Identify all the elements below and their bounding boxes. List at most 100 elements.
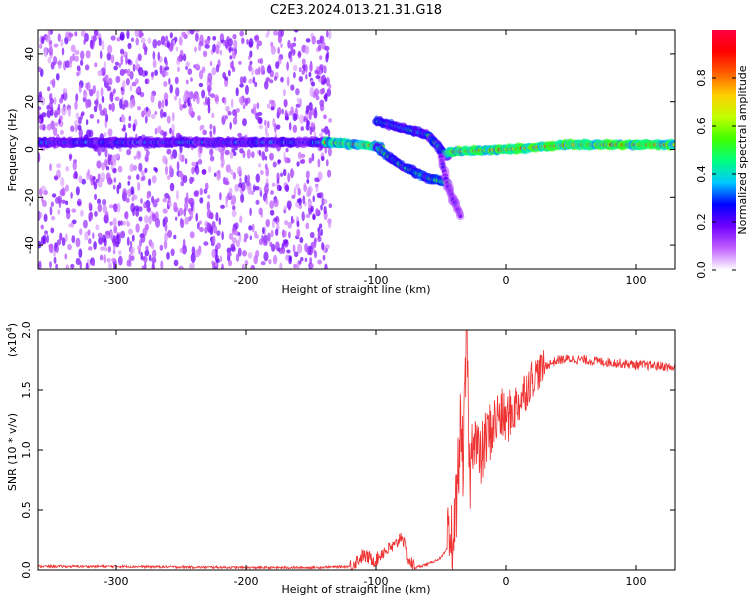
noise-speckle	[267, 232, 271, 242]
noise-speckle	[97, 232, 103, 238]
noise-speckle	[291, 170, 295, 177]
noise-speckle	[254, 185, 260, 191]
noise-speckle	[83, 90, 88, 99]
noise-speckle	[251, 67, 254, 76]
noise-speckle	[253, 35, 259, 41]
noise-speckle	[249, 235, 253, 241]
noise-speckle	[169, 84, 173, 94]
noise-speckle	[296, 261, 300, 269]
noise-speckle	[71, 235, 76, 244]
noise-speckle	[141, 265, 146, 269]
noise-speckle	[264, 119, 267, 127]
noise-speckle	[309, 63, 313, 73]
noise-speckle	[307, 199, 313, 209]
noise-speckle	[225, 198, 228, 208]
noise-speckle	[43, 189, 49, 196]
noise-speckle	[130, 37, 135, 42]
noise-speckle	[239, 215, 243, 224]
noise-speckle	[195, 63, 200, 70]
noise-speckle	[234, 112, 238, 119]
noise-speckle	[163, 216, 168, 224]
noise-speckle	[64, 36, 69, 45]
colorbar-tick-label: 0.2	[695, 213, 708, 231]
noise-speckle	[136, 150, 142, 160]
noise-speckle	[150, 71, 155, 78]
noise-speckle	[43, 213, 48, 222]
noise-speckle	[150, 113, 156, 120]
noise-speckle	[122, 220, 126, 226]
noise-speckle	[154, 218, 161, 228]
noise-speckle	[50, 215, 56, 221]
noise-speckle	[67, 243, 72, 251]
noise-speckle	[238, 60, 242, 65]
noise-speckle	[248, 78, 253, 84]
noise-speckle	[230, 169, 234, 175]
noise-speckle	[55, 73, 60, 81]
noise-speckle	[206, 201, 211, 211]
noise-speckle	[129, 163, 134, 172]
noise-speckle	[76, 65, 81, 72]
noise-speckle	[279, 262, 283, 269]
noise-speckle	[252, 106, 257, 116]
noise-speckle	[273, 75, 278, 81]
noise-speckle	[141, 175, 146, 181]
noise-speckle	[258, 124, 264, 129]
noise-speckle	[56, 163, 62, 169]
noise-speckle	[293, 263, 298, 269]
noise-speckle	[49, 163, 52, 171]
noise-speckle	[287, 172, 291, 183]
noise-speckle	[302, 195, 306, 205]
noise-speckle	[61, 187, 66, 197]
noise-speckle	[38, 210, 41, 221]
noise-speckle	[137, 181, 141, 192]
noise-speckle	[57, 195, 63, 204]
noise-speckle	[109, 230, 114, 240]
noise-speckle	[182, 53, 187, 62]
noise-speckle	[219, 49, 223, 56]
noise-speckle	[170, 248, 175, 257]
noise-speckle	[224, 149, 230, 156]
noise-speckle	[242, 104, 246, 110]
noise-speckle	[301, 58, 306, 66]
noise-speckle	[54, 242, 57, 252]
noise-speckle	[58, 118, 61, 125]
y-tick-label: 1.0	[20, 441, 33, 459]
noise-speckle	[163, 80, 168, 88]
noise-speckle	[276, 172, 280, 181]
noise-speckle	[65, 184, 70, 192]
noise-speckle	[145, 106, 149, 112]
noise-speckle	[105, 230, 111, 239]
noise-speckle	[119, 220, 123, 226]
noise-speckle	[128, 253, 132, 263]
noise-speckle	[305, 63, 308, 74]
noise-speckle	[324, 92, 328, 103]
noise-speckle	[248, 225, 253, 231]
noise-speckle	[39, 212, 43, 218]
noise-speckle	[205, 39, 210, 45]
noise-speckle	[190, 111, 196, 116]
y-tick-label: 0.5	[20, 501, 33, 519]
noise-speckle	[48, 102, 53, 110]
noise-speckle	[179, 217, 183, 226]
noise-speckle	[212, 225, 218, 234]
noise-speckle	[280, 172, 284, 177]
noise-speckle	[121, 115, 126, 124]
noise-speckle	[272, 254, 278, 265]
noise-speckle	[165, 60, 168, 67]
noise-speckle	[175, 189, 180, 200]
noise-speckle	[296, 97, 300, 104]
noise-speckle	[296, 161, 300, 167]
noise-speckle	[273, 217, 278, 222]
spectrogram-ylabel: Frequency (Hz)	[6, 109, 19, 192]
noise-speckle	[152, 59, 157, 68]
noise-speckle	[299, 237, 304, 244]
noise-speckle	[113, 225, 118, 234]
noise-speckle	[300, 256, 304, 262]
noise-speckle	[201, 124, 205, 130]
noise-speckle	[198, 82, 204, 88]
noise-speckle	[72, 161, 77, 171]
noise-speckle	[228, 232, 234, 240]
noise-speckle	[171, 123, 175, 133]
noise-speckle	[45, 35, 51, 43]
noise-speckle	[317, 259, 323, 265]
